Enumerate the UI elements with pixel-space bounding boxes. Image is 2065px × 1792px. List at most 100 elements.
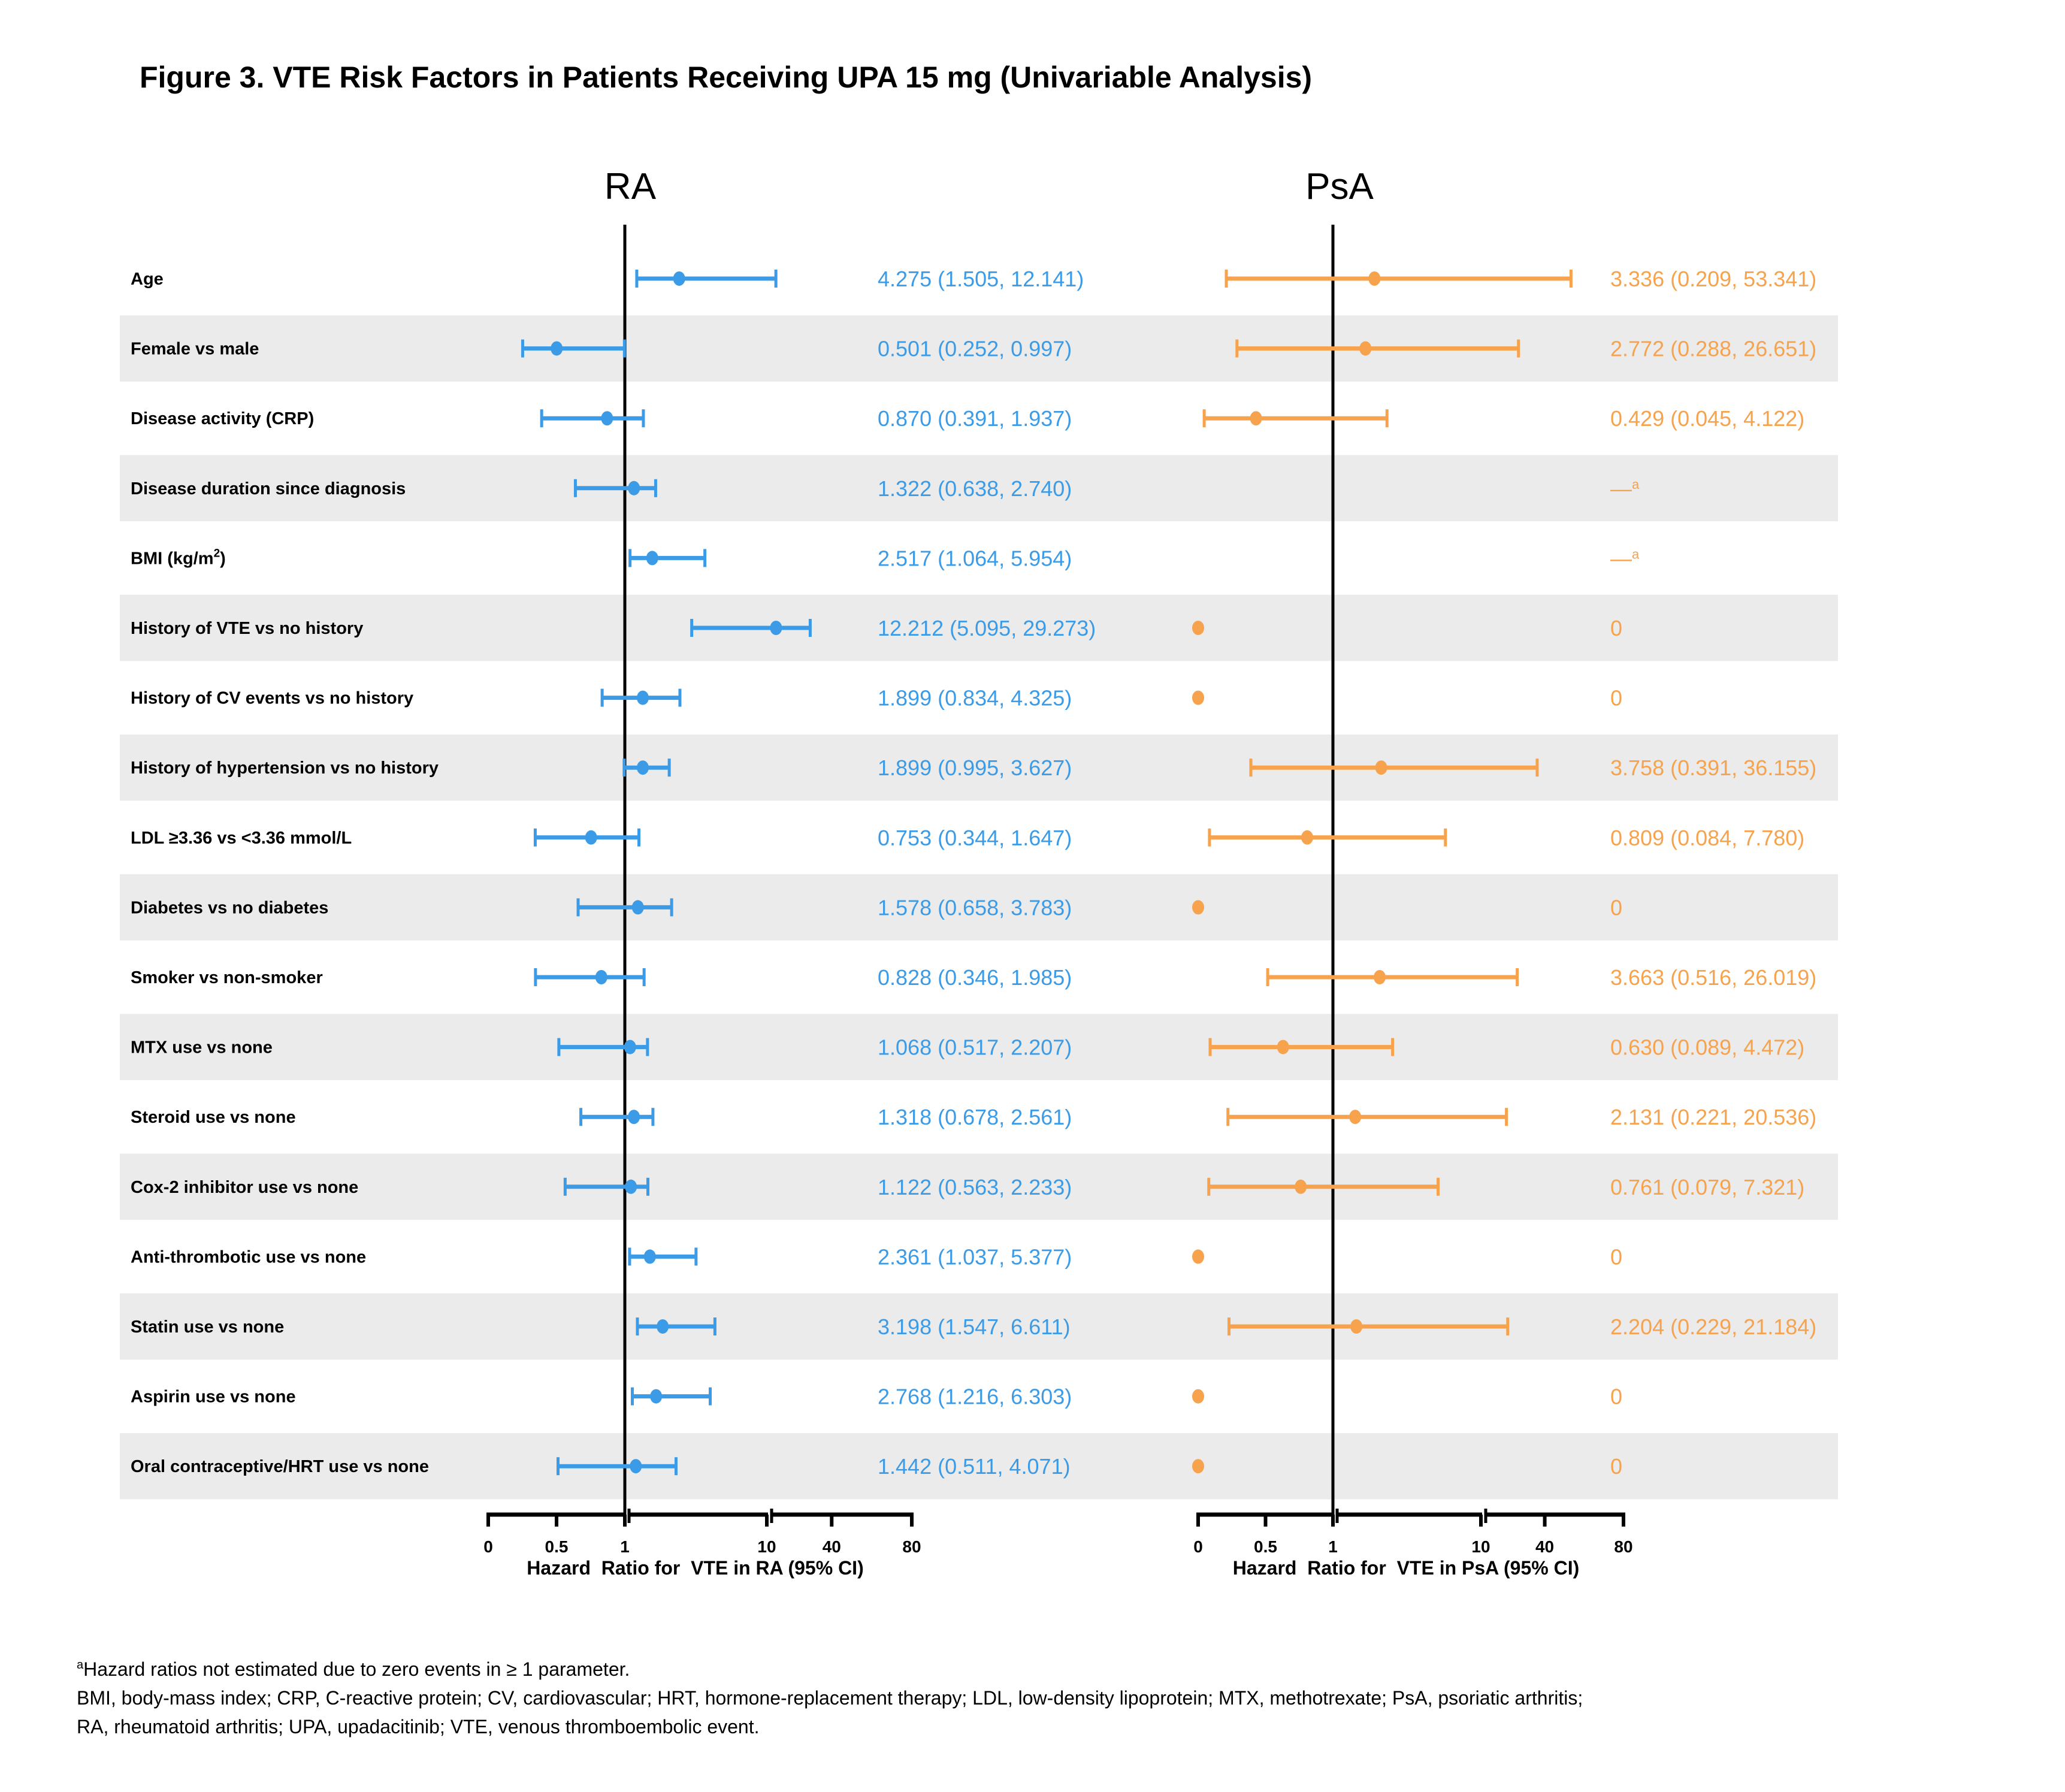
hazard-ratio-point: [1374, 970, 1386, 984]
hazard-ratio-point: [628, 1110, 640, 1125]
x-tick-label: 80: [902, 1537, 921, 1556]
hazard-ratio-value: 1.122 (0.563, 2.233): [878, 1175, 1072, 1199]
footnote-a-text: Hazard ratios not estimated due to zero …: [83, 1658, 630, 1680]
hazard-ratio-value: 2.517 (1.064, 5.954): [878, 546, 1072, 570]
row-label: History of VTE vs no history: [131, 619, 363, 638]
hazard-ratio-point: [657, 1319, 669, 1334]
row-label: Cox-2 inhibitor use vs none: [131, 1178, 358, 1197]
hazard-ratio-value: 0.828 (0.346, 1.985): [878, 965, 1072, 990]
hazard-ratio-point: [1277, 1039, 1289, 1054]
hazard-ratio-value: 0: [1610, 686, 1622, 711]
hazard-ratio-value: 2.768 (1.216, 6.303): [878, 1385, 1072, 1409]
x-tick-label: 40: [1535, 1537, 1554, 1556]
row-label: Oral contraceptive/HRT use vs none: [131, 1457, 429, 1476]
x-tick-label: 40: [823, 1537, 841, 1556]
hazard-ratio-value: 0.501 (0.252, 0.997): [878, 337, 1072, 361]
hazard-ratio-point: [1359, 341, 1372, 356]
hazard-ratio-value: 0.753 (0.344, 1.647): [878, 826, 1072, 850]
abbreviations-line-2: RA, rheumatoid arthritis; UPA, upadaciti…: [77, 1716, 760, 1737]
x-tick-label: 1: [620, 1537, 630, 1556]
row-label: BMI (kg/m2): [131, 547, 226, 568]
hazard-ratio-point: [1192, 1389, 1204, 1404]
footnotes: aHazard ratios not estimated due to zero…: [77, 1651, 1583, 1741]
hazard-ratio-point: [1375, 760, 1387, 775]
row-label: Aspirin use vs none: [131, 1388, 296, 1407]
hazard-ratio-value: —a: [1610, 546, 1640, 570]
hazard-ratio-point: [631, 900, 644, 915]
row-band: [120, 315, 1838, 382]
hazard-ratio-point: [585, 830, 597, 845]
hazard-ratio-point: [601, 411, 613, 426]
x-tick-label: 1: [1328, 1537, 1338, 1556]
hazard-ratio-point: [650, 1389, 663, 1404]
hazard-ratio-value: 2.204 (0.229, 21.184): [1610, 1314, 1816, 1339]
hazard-ratio-point: [1349, 1110, 1362, 1125]
hazard-ratio-value: 0: [1610, 1454, 1622, 1479]
hazard-ratio-value: 1.899 (0.834, 4.325): [878, 686, 1072, 711]
hazard-ratio-value: 1.899 (0.995, 3.627): [878, 756, 1072, 780]
row-label: History of hypertension vs no history: [131, 758, 439, 778]
row-band: [120, 1014, 1838, 1080]
forest-plot: Age Female vs male Disease activity (CRP) D…: [120, 166, 1838, 1579]
panel-heading-ra: RA: [604, 166, 657, 207]
hazard-ratio-value: 0.429 (0.045, 4.122): [1610, 406, 1804, 431]
hazard-ratio-value: 2.361 (1.037, 5.377): [878, 1244, 1072, 1269]
row-label: Age: [131, 270, 164, 289]
x-tick-label: 0: [1193, 1537, 1203, 1556]
row-label: Anti-thrombotic use vs none: [131, 1247, 366, 1267]
hazard-ratio-value: 12.212 (5.095, 29.273): [878, 616, 1096, 640]
x-axis-title: Hazard Ratio for VTE in RA (95% CI): [527, 1557, 863, 1579]
row-label: Statin use vs none: [131, 1317, 284, 1337]
hazard-ratio-point: [595, 970, 607, 984]
hazard-ratio-value: 1.318 (0.678, 2.561): [878, 1105, 1072, 1129]
hazard-ratio-point: [1301, 830, 1314, 845]
hazard-ratio-value: 3.758 (0.391, 36.155): [1610, 756, 1816, 780]
row-label: Female vs male: [131, 340, 259, 359]
row-label: MTX use vs none: [131, 1038, 273, 1057]
hazard-ratio-point: [1350, 1319, 1363, 1334]
panel-ra: RA 0 0.5 1 10 40 80 Hazard Ratio for VTE in RA …: [483, 166, 1096, 1579]
x-axis-title: Hazard Ratio for VTE in PsA (95% CI): [1233, 1557, 1579, 1579]
row-band: [120, 734, 1838, 801]
panel-heading-psa: PsA: [1305, 166, 1374, 207]
row-band: [120, 1293, 1838, 1360]
row-band: [120, 1153, 1838, 1220]
hazard-ratio-value: 0: [1610, 895, 1622, 920]
hazard-ratio-value: 0.630 (0.089, 4.472): [1610, 1035, 1804, 1060]
row-label: Disease activity (CRP): [131, 409, 314, 428]
row-band: [120, 455, 1838, 522]
hazard-ratio-value: 2.772 (0.288, 26.651): [1610, 337, 1816, 361]
hazard-ratio-point: [770, 621, 782, 635]
row-label: History of CV events vs no history: [131, 689, 413, 708]
hazard-ratio-point: [1368, 271, 1381, 286]
hazard-ratio-value: 0: [1610, 1385, 1622, 1409]
hazard-ratio-point: [1192, 690, 1204, 705]
x-tick-label: 10: [1471, 1537, 1490, 1556]
hazard-ratio-point: [636, 760, 649, 775]
hazard-ratio-value: 1.322 (0.638, 2.740): [878, 476, 1072, 501]
hazard-ratio-point: [1192, 900, 1204, 915]
row-labels: Age Female vs male Disease activity (CRP) D…: [131, 270, 439, 1476]
hazard-ratio-point: [630, 1459, 642, 1474]
hazard-ratio-value: 3.198 (1.547, 6.611): [878, 1314, 1071, 1339]
x-tick-label: 10: [757, 1537, 776, 1556]
hazard-ratio-value: —a: [1610, 476, 1640, 501]
hazard-ratio-value: 3.663 (0.516, 26.019): [1610, 965, 1816, 990]
panel-psa: PsA 0 0.5 1 10 40 80 Hazard Ratio for VTE in Ps…: [1192, 166, 1816, 1579]
row-label: Steroid use vs none: [131, 1108, 296, 1127]
x-tick-label: 0.5: [545, 1537, 569, 1556]
hazard-ratio-value: 0: [1610, 616, 1622, 640]
x-tick-label: 0.5: [1254, 1537, 1277, 1556]
row-band: [120, 1433, 1838, 1500]
hazard-ratio-point: [643, 1249, 656, 1264]
row-label: Disease duration since diagnosis: [131, 479, 406, 498]
hazard-ratio-point: [624, 1039, 636, 1054]
hazard-ratio-point: [646, 551, 658, 566]
hazard-ratio-point: [1250, 411, 1262, 426]
x-tick-label: 80: [1614, 1537, 1632, 1556]
row-label: Smoker vs non-smoker: [131, 968, 323, 987]
hazard-ratio-point: [636, 690, 649, 705]
hazard-ratio-point: [1192, 1249, 1204, 1264]
hazard-ratio-point: [625, 1179, 637, 1194]
row-label: Diabetes vs no diabetes: [131, 898, 328, 917]
